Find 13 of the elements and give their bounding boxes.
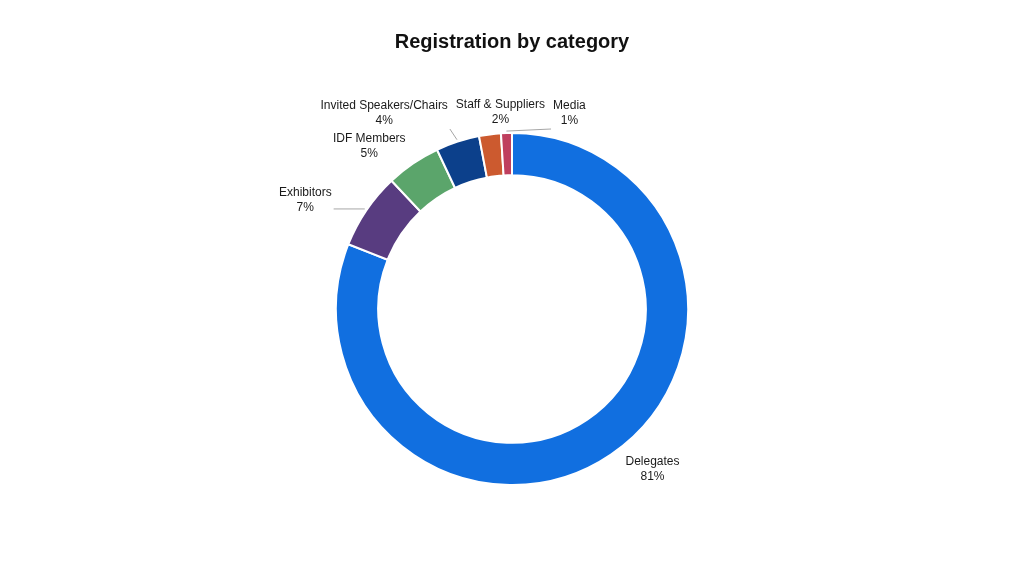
slice-label: IDF Members: [332, 131, 406, 146]
slice-label: Media: [553, 97, 587, 112]
data-label: 1%: [560, 112, 579, 127]
data-label: 7%: [296, 199, 315, 214]
data-label: 2%: [491, 111, 510, 126]
slice-label: Staff & Suppliers: [455, 96, 545, 111]
slice-label: Invited Speakers/Chairs: [320, 97, 448, 112]
slice-label: Delegates: [625, 453, 680, 468]
data-label: 4%: [375, 112, 394, 127]
data-label: 5%: [360, 146, 379, 161]
data-label: 81%: [640, 468, 665, 483]
slice-label: Exhibitors: [278, 184, 332, 199]
chart-title: Registration by category: [393, 30, 631, 53]
